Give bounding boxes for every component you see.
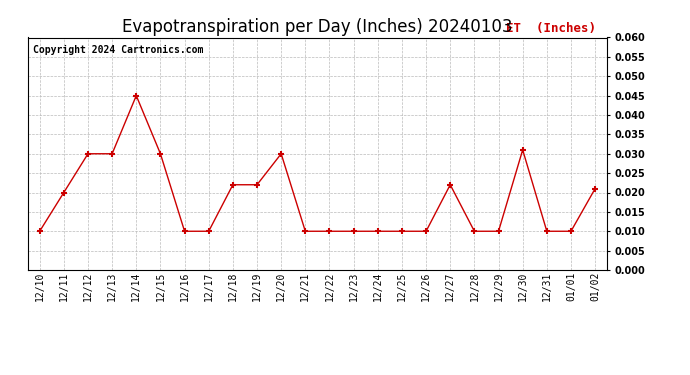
Text: ET  (Inches): ET (Inches) bbox=[506, 22, 595, 35]
Title: Evapotranspiration per Day (Inches) 20240103: Evapotranspiration per Day (Inches) 2024… bbox=[122, 18, 513, 36]
Text: Copyright 2024 Cartronics.com: Copyright 2024 Cartronics.com bbox=[33, 45, 204, 54]
